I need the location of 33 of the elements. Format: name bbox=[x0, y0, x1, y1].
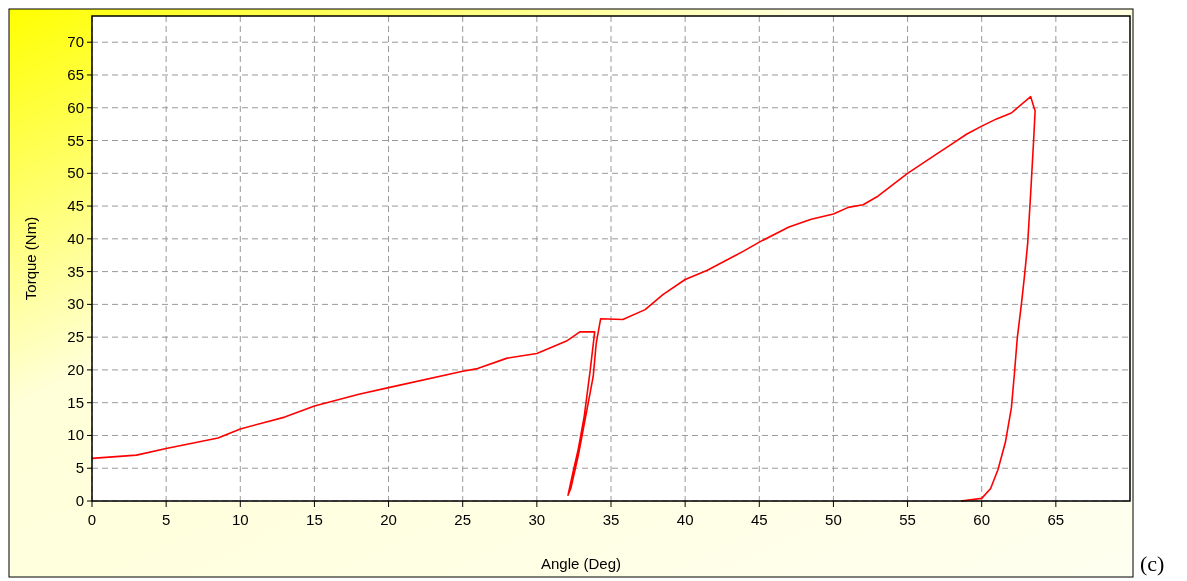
x-tick-label: 65 bbox=[1047, 511, 1065, 528]
x-tick-label: 50 bbox=[825, 511, 842, 528]
y-tick-label: 45 bbox=[67, 197, 84, 215]
y-tick-label: 50 bbox=[67, 164, 84, 182]
y-tick-label: 15 bbox=[67, 393, 84, 411]
x-tick-label: 10 bbox=[231, 511, 249, 528]
y-tick-label: 65 bbox=[67, 65, 84, 83]
y-tick-label: 30 bbox=[67, 295, 84, 313]
y-axis-title: Torque (Nm) bbox=[22, 216, 39, 301]
x-tick-label: 0 bbox=[87, 511, 97, 528]
y-tick-label: 25 bbox=[67, 328, 84, 346]
x-tick-label: 15 bbox=[306, 511, 323, 528]
y-tick-label: 0 bbox=[75, 492, 84, 509]
x-tick-label: 40 bbox=[676, 511, 694, 528]
x-tick-label: 60 bbox=[973, 511, 991, 528]
x-tick-label: 20 bbox=[380, 511, 397, 528]
x-axis-title: Angle (Deg) bbox=[540, 555, 622, 572]
x-tick-label: 35 bbox=[602, 511, 620, 528]
text: (c) bbox=[1140, 551, 1165, 576]
x-tick-label: 45 bbox=[750, 511, 768, 528]
x-tick-label: 55 bbox=[899, 511, 916, 528]
y-tick-label: 40 bbox=[67, 229, 84, 247]
y-tick-label: 60 bbox=[67, 98, 84, 116]
y-tick-label: 55 bbox=[67, 131, 84, 149]
y-tick-label: 35 bbox=[67, 262, 84, 280]
y-tick-label: 20 bbox=[67, 360, 84, 378]
x-tick-label: 30 bbox=[528, 511, 546, 528]
x-tick-label: 5 bbox=[161, 511, 171, 528]
line-series bbox=[91, 95, 1036, 502]
y-tick-label: 5 bbox=[75, 459, 84, 477]
y-tick-label: 10 bbox=[67, 426, 84, 444]
x-tick-label: 25 bbox=[454, 511, 472, 528]
y-tick-label: 70 bbox=[67, 33, 84, 51]
